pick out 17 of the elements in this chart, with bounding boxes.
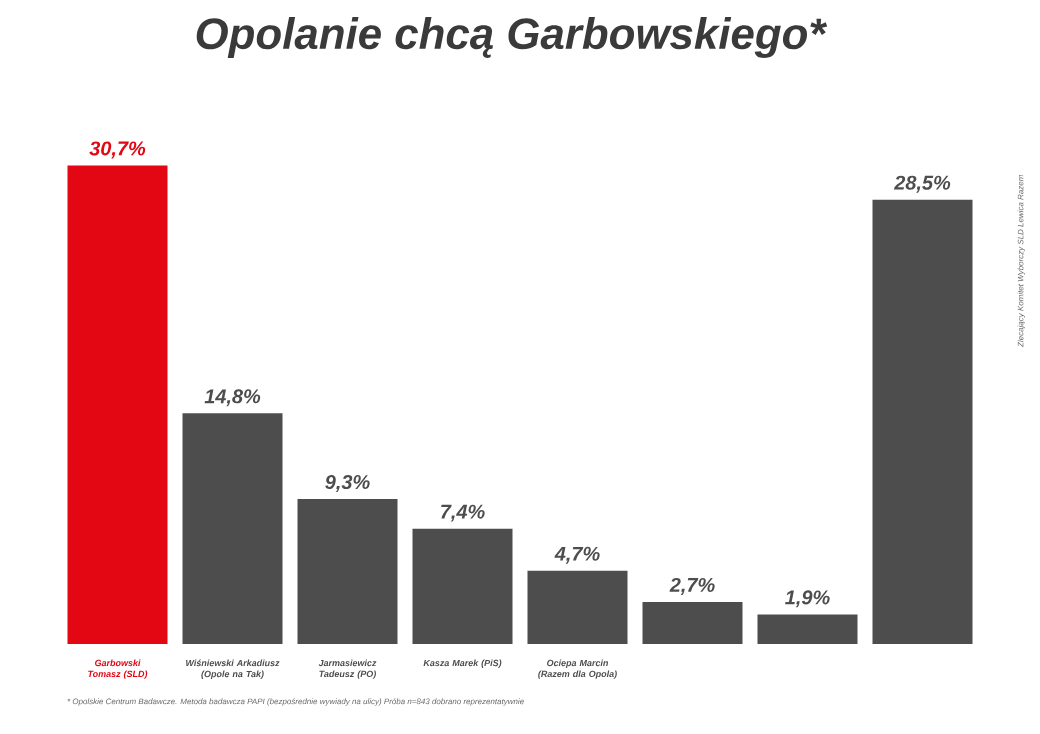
bar [67,165,168,644]
data-label: 28,5% [893,175,951,193]
bar [527,570,628,644]
bar [872,199,973,644]
data-label: 9,3% [325,474,370,492]
bar [642,601,743,644]
bar [757,614,858,644]
data-label: 1,9% [785,590,830,608]
bar [182,413,283,644]
chart-title: Opolanie chcą Garbowskiego* [196,17,828,58]
bar [297,499,398,644]
data-label: 14,8% [204,389,261,407]
data-label: 4,7% [554,546,600,564]
bar [412,528,513,644]
data-label: 7,4% [441,504,485,522]
data-label: 30,7% [89,141,146,159]
data-label: 2,7% [669,577,715,595]
